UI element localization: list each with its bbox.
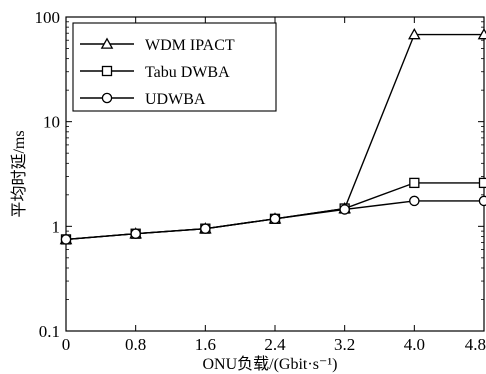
data-point-udwba [60, 234, 72, 245]
data-point-wdm-ipact [477, 27, 486, 40]
data-point-udwba [339, 204, 350, 215]
x-tick-label: 4.0 [404, 335, 425, 354]
y-tick-label: 1 [52, 217, 61, 236]
legend-marker-wdm-ipact [100, 37, 114, 49]
data-point-udwba [200, 223, 211, 234]
series-layer [59, 27, 486, 245]
data-point-udwba [130, 228, 141, 239]
legend: WDM IPACT Tabu DWBA UDWBA [72, 22, 277, 112]
y-tick-label: 0.1 [39, 322, 60, 341]
y-axis-title: 平均时延/ms [10, 130, 28, 217]
y-tick-label: 100 [35, 8, 61, 27]
data-point-tabu-dwba [409, 177, 420, 189]
x-tick-label: 2.4 [264, 335, 286, 354]
y-tick-label: 10 [43, 113, 60, 132]
legend-label-udwba: UDWBA [145, 91, 206, 108]
x-tick-label: 1.6 [195, 335, 216, 354]
axis-ticks: 0.1 1 10 100 0 0.8 1.6 2.4 3.2 4.0 4.8 [35, 8, 486, 354]
x-axis-title: ONU负载/(Gbit·s⁻¹) [202, 355, 337, 373]
x-tick-label: 0 [62, 335, 71, 354]
legend-marker-udwba [101, 92, 113, 104]
legend-label-wdm-ipact: WDM IPACT [145, 37, 235, 54]
x-tick-label: 0.8 [125, 335, 146, 354]
x-tick-label: 4.8 [465, 335, 486, 354]
data-point-udwba [409, 195, 420, 207]
legend-marker-tabu-dwba [101, 65, 113, 77]
x-tick-label: 3.2 [334, 335, 355, 354]
series-line-tabu-dwba [65, 182, 484, 241]
legend-label-tabu-dwba: Tabu DWBA [145, 64, 230, 81]
data-point-udwba [478, 195, 486, 207]
data-point-udwba [269, 213, 281, 225]
data-point-wdm-ipact [408, 27, 421, 40]
data-point-tabu-dwba [478, 177, 486, 189]
series-udwba [60, 195, 486, 245]
